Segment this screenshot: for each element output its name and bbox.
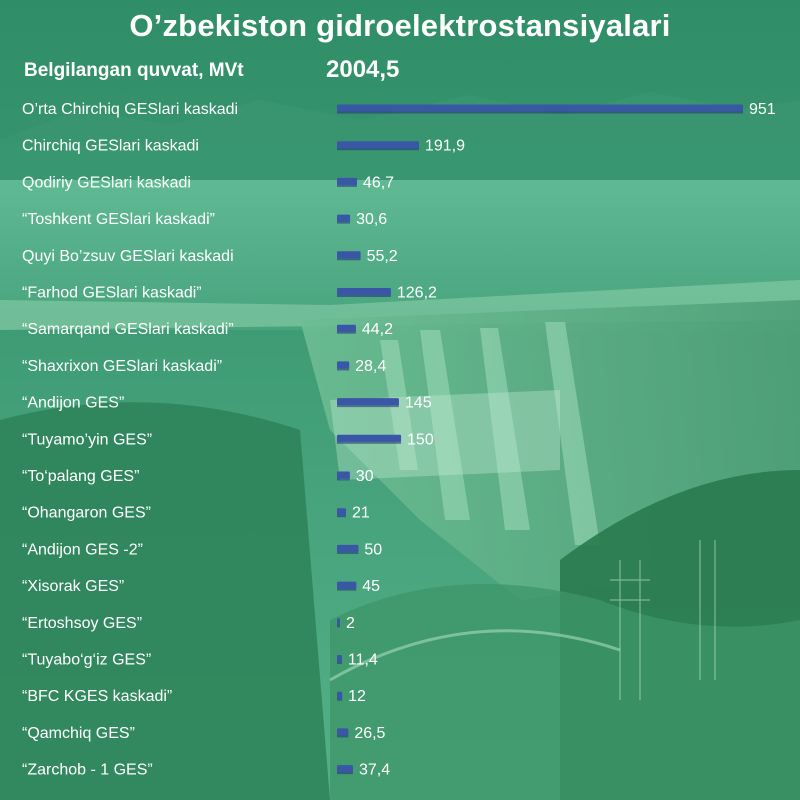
bar <box>337 765 353 773</box>
category-label: “Tuyabo‘g‘iz GES” <box>22 652 151 669</box>
bar <box>337 508 346 516</box>
bar <box>337 324 356 332</box>
value-label: 44,2 <box>362 321 393 338</box>
category-label: “Toshkent GESlari kaskadi” <box>22 211 215 228</box>
value-label: 37,4 <box>359 762 390 779</box>
bar <box>337 288 391 295</box>
category-label: Qodiriy GESlari kaskadi <box>22 174 191 191</box>
value-label: 145 <box>405 395 432 412</box>
value-label: 12 <box>348 688 366 705</box>
bar <box>337 251 361 259</box>
value-label: 55,2 <box>367 248 398 265</box>
value-label: 45 <box>362 578 380 595</box>
category-label: “BFC KGES kaskadi” <box>22 688 172 705</box>
value-label: 126,2 <box>397 285 437 302</box>
total-capacity: 2004,5 <box>326 56 400 83</box>
value-label: 50 <box>364 541 382 558</box>
category-label: Quyi Bo’zsuv GESlari kaskadi <box>22 248 234 265</box>
category-label: “Shaxrixon GESlari kaskadi” <box>22 358 222 375</box>
value-label: 191,9 <box>425 138 465 155</box>
bar <box>337 214 351 222</box>
page-title: O’zbekiston gidroelektrostansiyalari <box>129 8 671 43</box>
bar <box>337 618 340 626</box>
value-label: 30 <box>356 468 374 485</box>
category-label: Chirchiq GESlari kaskadi <box>22 138 199 155</box>
bar <box>337 177 357 185</box>
category-label: “Farhod GESlari kaskadi” <box>22 285 202 302</box>
bar <box>337 104 743 112</box>
category-label: “Andijon GES -2” <box>22 541 143 558</box>
value-label: 951 <box>749 101 776 118</box>
category-label: “Qamchiq GES” <box>22 725 135 742</box>
value-label: 21 <box>352 505 370 522</box>
category-label: “Tuyamo’yin GES” <box>22 431 152 448</box>
bar <box>337 434 402 442</box>
bar <box>337 655 342 662</box>
bar <box>337 141 419 149</box>
category-label: “Samarqand GESlari kaskadi” <box>22 321 234 338</box>
category-label: “Xisorak GES” <box>22 578 124 595</box>
value-label: 2 <box>346 615 355 632</box>
bar <box>337 581 357 589</box>
bar <box>337 361 350 369</box>
chart-subtitle: Belgilangan quvvat, MVt <box>24 60 244 81</box>
category-label: “Ertoshsoy GES” <box>22 615 142 632</box>
value-label: 46,7 <box>363 174 394 191</box>
category-label: O’rta Chirchiq GESlari kaskadi <box>22 101 238 118</box>
value-label: 11,4 <box>348 652 378 669</box>
value-label: 30,6 <box>356 211 387 228</box>
bar <box>337 691 343 699</box>
value-label: 150 <box>407 431 434 448</box>
bar <box>337 398 399 406</box>
value-label: 26,5 <box>354 725 385 742</box>
category-label: “Ohangaron GES” <box>22 505 151 522</box>
value-label: 28,4 <box>355 358 386 375</box>
bar <box>337 471 350 479</box>
category-label: “To‘palang GES” <box>22 468 139 485</box>
category-label: “Zarchob - 1 GES” <box>22 762 153 779</box>
bar <box>337 728 349 736</box>
bar <box>337 544 359 552</box>
category-label: “Andijon GES” <box>22 395 124 412</box>
